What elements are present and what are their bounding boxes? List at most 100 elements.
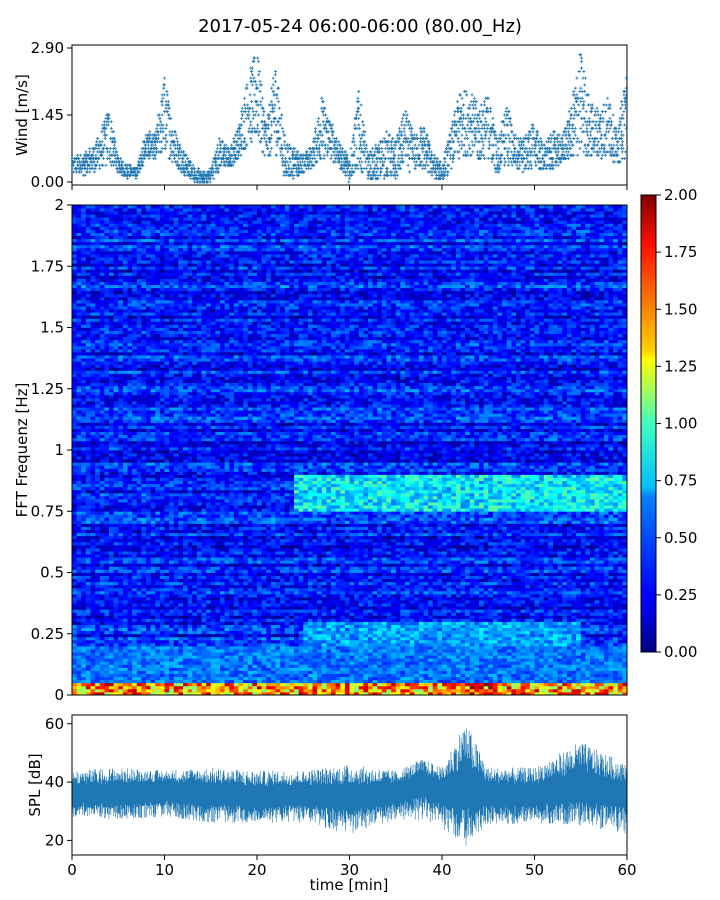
- spectrogram-cell: [382, 661, 387, 664]
- spectrogram-cell: [502, 689, 507, 692]
- wind-point: [574, 134, 577, 137]
- spectrogram-cell: [424, 683, 429, 686]
- spectrogram-cell: [567, 661, 572, 664]
- spectrogram-cell: [155, 661, 160, 664]
- spectrogram-cell: [229, 658, 234, 661]
- spectrogram-cell: [308, 674, 313, 677]
- wind-point: [522, 140, 525, 143]
- spectrogram-cell: [86, 674, 91, 677]
- spectrogram-cell: [604, 664, 609, 667]
- spectrogram-cell: [535, 667, 540, 670]
- spectrogram-cell: [387, 689, 392, 692]
- spectrogram-cell: [215, 680, 220, 683]
- spectrogram-cell: [322, 686, 327, 689]
- spectrogram-cell: [567, 689, 572, 692]
- spectrogram-cell: [354, 683, 359, 686]
- spectrogram-cell: [391, 686, 396, 689]
- wind-point: [505, 107, 508, 110]
- spectrogram-cell: [239, 649, 244, 652]
- spectrogram-cell: [414, 652, 419, 655]
- wind-point: [613, 160, 616, 163]
- spectrogram-cell: [535, 671, 540, 674]
- wind-point: [450, 167, 453, 170]
- spectrogram-cell: [285, 652, 290, 655]
- spectrogram-cell: [391, 667, 396, 670]
- spectrogram-cell: [419, 652, 424, 655]
- spectrogram-cell: [493, 661, 498, 664]
- spectrogram-cell: [197, 667, 202, 670]
- wind-point: [383, 177, 386, 180]
- spectrogram-cell: [590, 686, 595, 689]
- spectrogram-cell: [160, 689, 165, 692]
- spectrogram-cell: [114, 689, 119, 692]
- spectrogram-cell: [405, 655, 410, 658]
- spectrogram-cell: [493, 671, 498, 674]
- spectrogram-cell: [447, 677, 452, 680]
- spectrogram-cell: [447, 671, 452, 674]
- wind-point: [119, 157, 122, 160]
- spectrogram-cell: [336, 652, 341, 655]
- spectrogram-cell: [188, 686, 193, 689]
- spectrogram-cell: [447, 680, 452, 683]
- spectrogram-cell: [363, 686, 368, 689]
- wind-point: [433, 154, 436, 157]
- wind-point: [377, 144, 380, 147]
- spectrogram-cell: [165, 689, 170, 692]
- spectrogram-cell: [599, 677, 604, 680]
- wind-point: [348, 160, 351, 163]
- wind-point: [276, 97, 279, 100]
- wind-point: [491, 160, 494, 163]
- spectrogram-cell: [336, 671, 341, 674]
- wind-y-ticks: 0.001.452.90: [31, 39, 72, 191]
- spectrogram-cell: [183, 655, 188, 658]
- spectrogram-cell: [387, 655, 392, 658]
- wind-point: [158, 117, 161, 120]
- spectrogram-cell: [359, 686, 364, 689]
- spectrogram-cell: [562, 658, 567, 661]
- spectrogram-cell: [400, 683, 405, 686]
- wind-point: [407, 137, 410, 140]
- spectrogram-cell: [151, 689, 156, 692]
- spectrogram-cell: [155, 677, 160, 680]
- spectrogram-cell: [585, 661, 590, 664]
- wind-point: [543, 144, 546, 147]
- wind-point: [164, 137, 167, 140]
- spectrogram-cell: [215, 649, 220, 652]
- spectrogram-cell: [165, 674, 170, 677]
- spectrogram-cell: [400, 661, 405, 664]
- spectrogram-cell: [484, 686, 489, 689]
- spectrogram-cell: [595, 664, 600, 667]
- wind-point: [447, 164, 450, 167]
- spectrogram-cell: [345, 667, 350, 670]
- wind-point: [76, 154, 79, 157]
- spectrogram-cell: [132, 671, 137, 674]
- spectrogram-cell: [104, 686, 109, 689]
- spectrogram-cell: [609, 658, 614, 661]
- wind-point: [309, 154, 312, 157]
- spectrogram-cell: [359, 674, 364, 677]
- spectrogram-cell: [100, 686, 105, 689]
- spectrogram-cell: [299, 661, 304, 664]
- wind-point: [252, 77, 255, 80]
- spectrogram-cell: [410, 664, 415, 667]
- spectrogram-cell: [373, 677, 378, 680]
- spectrogram-cell: [507, 689, 512, 692]
- spectrogram-cell: [581, 652, 586, 655]
- spectrogram-cell: [141, 689, 146, 692]
- spectrogram-cell: [530, 661, 535, 664]
- wind-point: [283, 140, 286, 143]
- spectrogram-cell: [206, 683, 211, 686]
- spectrogram-cell: [373, 689, 378, 692]
- spectrogram-cell: [391, 664, 396, 667]
- spectrogram-cell: [493, 664, 498, 667]
- spectrogram-cell: [511, 658, 516, 661]
- spectrogram-cell: [178, 649, 183, 652]
- spectrogram-cell: [114, 649, 119, 652]
- spectrogram-cell: [81, 674, 86, 677]
- spectrogram-cell: [220, 664, 225, 667]
- spectrogram-cell: [225, 667, 230, 670]
- spectrogram-cell: [109, 671, 114, 674]
- wind-point: [272, 90, 275, 93]
- wind-point: [539, 137, 542, 140]
- spectrogram-cell: [585, 667, 590, 670]
